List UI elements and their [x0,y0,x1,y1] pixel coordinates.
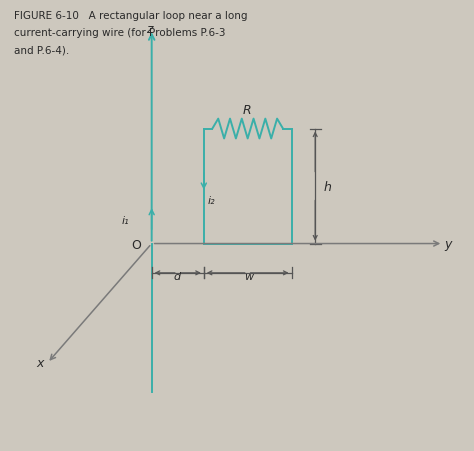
Text: w: w [244,272,254,282]
Text: current-carrying wire (for Problems P.6-3: current-carrying wire (for Problems P.6-… [14,28,226,38]
Text: FIGURE 6-10   A rectangular loop near a long: FIGURE 6-10 A rectangular loop near a lo… [14,11,248,21]
Text: x: x [36,357,44,369]
Text: h: h [323,181,331,193]
Text: O: O [132,239,141,252]
Text: i₂: i₂ [207,196,215,206]
Text: y: y [444,239,452,251]
Text: and P.6-4).: and P.6-4). [14,46,70,55]
Text: z: z [146,23,153,36]
Text: d: d [173,272,181,282]
Text: R: R [242,104,251,117]
Text: i₁: i₁ [122,216,129,226]
